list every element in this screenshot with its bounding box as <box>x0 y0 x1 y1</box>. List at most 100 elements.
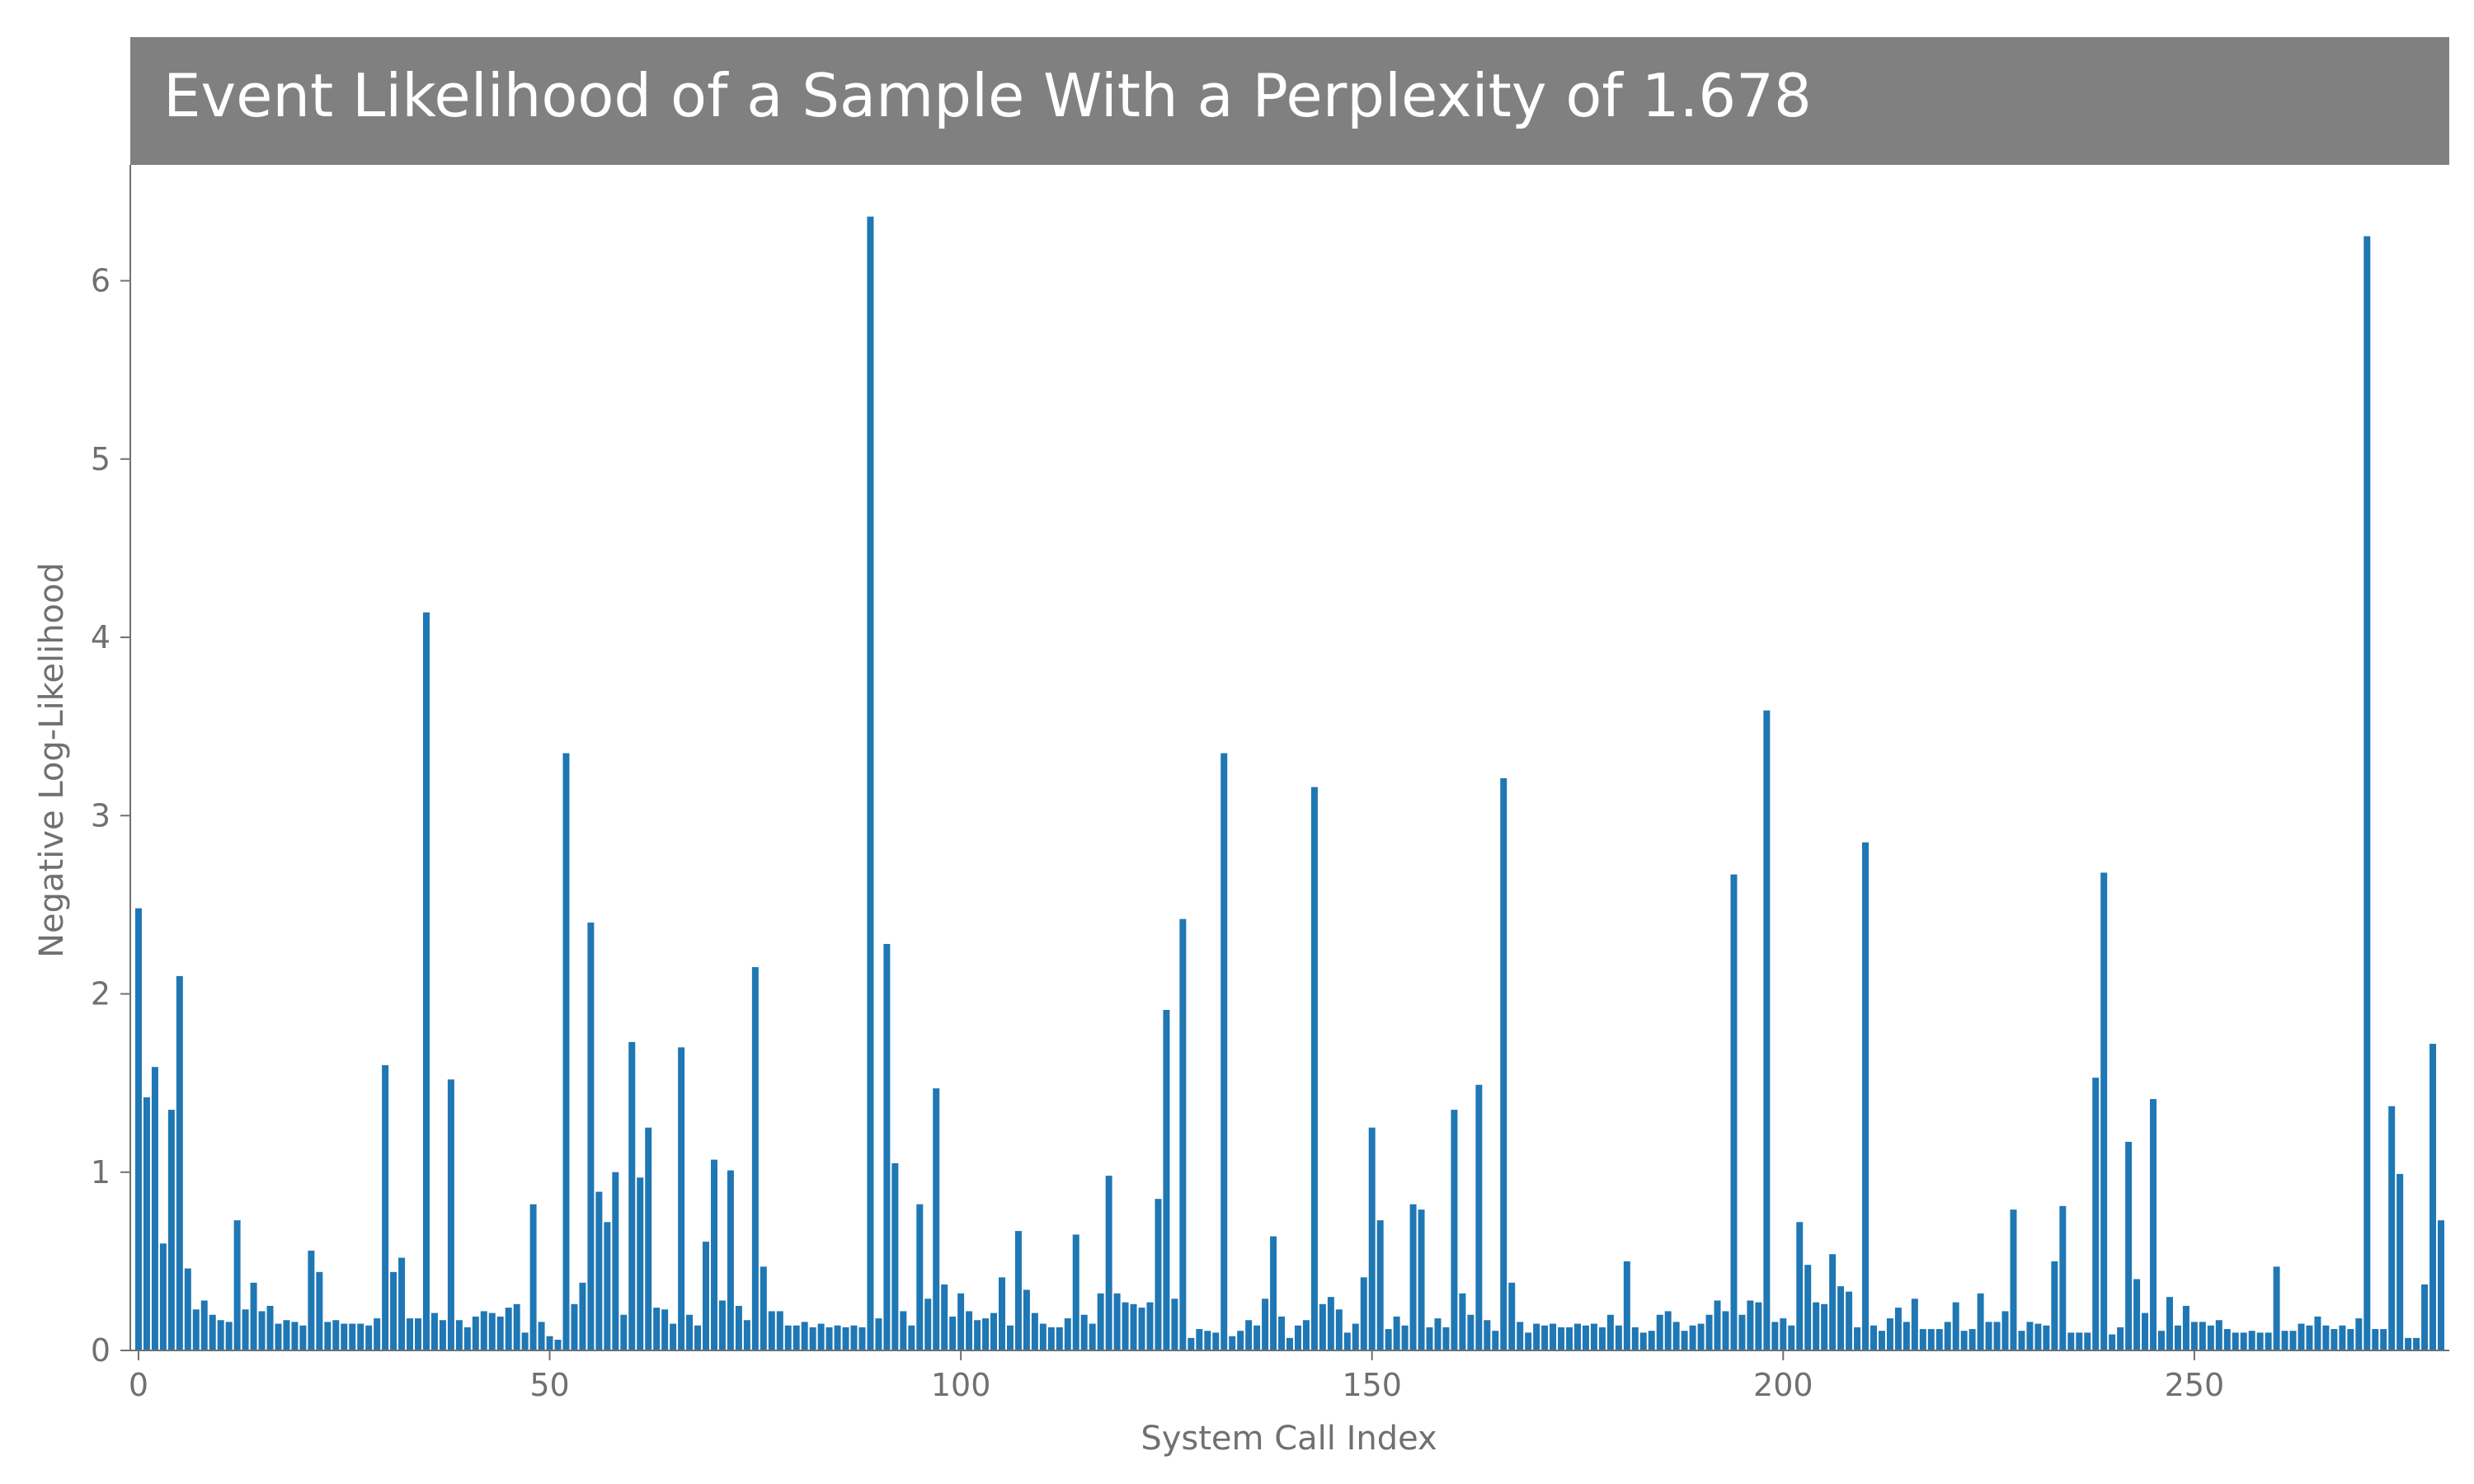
bar <box>1846 1291 1853 1350</box>
bar <box>1566 1327 1573 1350</box>
bar <box>390 1271 397 1350</box>
bar <box>825 1327 833 1350</box>
bar <box>1837 1286 1845 1350</box>
y-ticks-group: 0 1 2 3 4 5 6 <box>91 263 130 1369</box>
bar <box>2018 1331 2025 1350</box>
bar <box>513 1303 520 1350</box>
bar <box>867 216 874 1351</box>
bar <box>1221 753 1228 1350</box>
bar <box>678 1047 685 1350</box>
bar <box>299 1325 307 1350</box>
bar <box>1434 1318 1442 1350</box>
bar <box>1582 1325 1589 1350</box>
bar <box>1738 1314 1746 1350</box>
bar <box>875 1318 882 1350</box>
bar <box>1714 1300 1721 1350</box>
bar <box>1179 918 1187 1350</box>
bar <box>1270 1236 1277 1350</box>
y-tick-label: 6 <box>91 263 111 299</box>
bar <box>612 1172 619 1350</box>
bar <box>422 612 430 1350</box>
bar <box>2207 1325 2214 1350</box>
bar <box>365 1325 373 1350</box>
bar <box>982 1318 990 1350</box>
bar <box>1689 1325 1696 1350</box>
bar <box>151 1067 158 1350</box>
bar <box>1105 1176 1112 1350</box>
x-tick-label: 100 <box>931 1367 991 1403</box>
bar <box>2232 1332 2239 1350</box>
bar <box>1146 1302 1154 1350</box>
bar <box>2298 1323 2305 1350</box>
bar <box>1113 1293 1121 1350</box>
bar <box>1327 1297 1334 1350</box>
bar <box>1870 1325 1877 1350</box>
bar <box>1492 1331 1499 1350</box>
bar <box>801 1322 808 1350</box>
bar <box>2125 1142 2133 1350</box>
bar <box>916 1204 924 1350</box>
bar <box>2182 1305 2189 1350</box>
bar <box>1763 710 1771 1350</box>
bar <box>250 1282 257 1350</box>
bar <box>784 1325 792 1350</box>
bar <box>1935 1329 1943 1350</box>
bar <box>1993 1322 2001 1350</box>
bar <box>554 1340 562 1350</box>
bar <box>1598 1327 1606 1350</box>
bar <box>2043 1325 2050 1350</box>
bar <box>1409 1204 1417 1350</box>
bar <box>760 1266 767 1350</box>
bar <box>1697 1323 1705 1350</box>
bar <box>225 1322 233 1350</box>
bar <box>727 1170 734 1350</box>
bar <box>1952 1302 1959 1350</box>
bar <box>1056 1327 1063 1350</box>
bar <box>703 1242 710 1350</box>
bar <box>1500 777 1507 1350</box>
bar <box>1385 1329 1392 1350</box>
bar <box>430 1313 438 1350</box>
bar <box>1623 1261 1630 1350</box>
bar <box>2405 1337 2412 1350</box>
bar <box>1525 1332 1532 1350</box>
bar <box>2158 1331 2165 1350</box>
bar <box>1829 1254 1837 1350</box>
bar <box>966 1311 973 1350</box>
bar <box>308 1250 315 1350</box>
bar <box>2331 1329 2338 1350</box>
bar <box>382 1065 389 1350</box>
bar <box>159 1243 167 1350</box>
bar <box>2190 1322 2198 1350</box>
bar <box>1672 1322 1680 1350</box>
bar <box>1204 1331 1211 1350</box>
bar <box>1006 1325 1014 1350</box>
bar <box>332 1320 340 1350</box>
bar <box>1886 1318 1893 1350</box>
bar <box>768 1311 775 1350</box>
bar <box>1031 1313 1038 1350</box>
bar <box>2265 1332 2272 1350</box>
bar <box>1212 1332 1220 1350</box>
bar <box>670 1323 677 1350</box>
bar <box>217 1320 224 1350</box>
bar <box>258 1311 266 1350</box>
bar <box>1023 1289 1030 1350</box>
bar <box>1533 1323 1540 1350</box>
bar <box>1862 842 1870 1350</box>
bar <box>1730 874 1738 1350</box>
bar <box>1130 1303 1137 1350</box>
bar <box>2215 1320 2222 1350</box>
bar <box>1188 1337 1195 1350</box>
bar <box>439 1320 446 1350</box>
bar <box>743 1320 750 1350</box>
bar <box>562 753 570 1350</box>
bar <box>1558 1327 1565 1350</box>
bar <box>850 1325 858 1350</box>
bar <box>455 1320 463 1350</box>
bar <box>496 1316 504 1350</box>
bar <box>2248 1331 2255 1350</box>
bar <box>1343 1332 1351 1350</box>
bar <box>579 1282 586 1350</box>
bar <box>2223 1329 2231 1350</box>
